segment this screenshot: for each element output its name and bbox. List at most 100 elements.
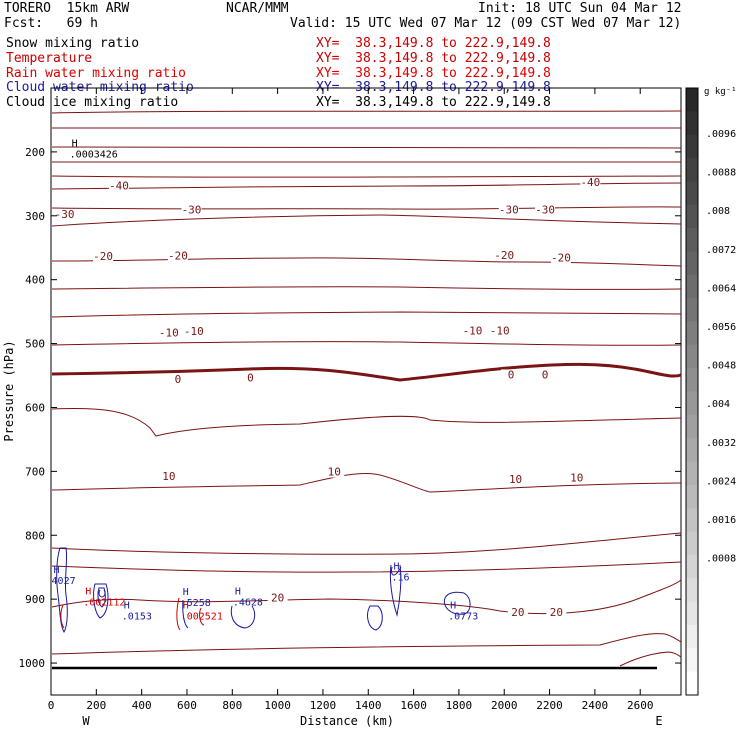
max-value-label: 4027 (52, 576, 76, 587)
contour-label-bg (507, 607, 528, 619)
cloud-contour (367, 605, 383, 631)
y-tick-label: 800 (25, 529, 45, 542)
contour-label-bg (462, 325, 483, 337)
contour-label-bg (494, 249, 515, 261)
colorbar-segment (686, 368, 698, 392)
contour-label: 0 (175, 373, 182, 386)
colorbar-segment (686, 461, 698, 486)
x-tick-label: 800 (222, 699, 242, 712)
temperature-isotherm (51, 341, 682, 346)
plot-frame (50, 87, 682, 696)
contour-label-bg (240, 372, 261, 384)
y-tick-label: 300 (25, 210, 45, 223)
colorbar-label: .004 (706, 399, 730, 410)
model-title: TORERO 15km ARW (4, 1, 130, 16)
colorbar-segment (686, 554, 698, 579)
contour-label: -30 (182, 204, 202, 217)
temperature-isotherm (51, 311, 682, 318)
colorbar-label: .0016 (706, 515, 736, 526)
contour-label: -40 (580, 176, 600, 189)
contour-label-bg (108, 180, 129, 192)
colorbar-segment (686, 111, 698, 136)
contour-label: 0 (247, 372, 254, 385)
max-h-marker: H (72, 138, 78, 149)
colorbar-segment (686, 344, 698, 369)
colorbar-label: .0024 (706, 476, 736, 487)
contour-label: -30 (535, 204, 555, 217)
contour-label-bg (324, 466, 345, 478)
contour-label: -30 (499, 204, 519, 217)
temperature-isotherm (51, 175, 682, 178)
colorbar-label: .0096 (706, 129, 736, 140)
field-snow-xy: XY= 38.3,149.8 to 222.9,149.8 (316, 36, 551, 51)
contour-label-bg (183, 325, 204, 337)
field-temperature: Temperature (6, 51, 93, 66)
y-tick-label: 400 (25, 274, 45, 287)
colorbar-segment (686, 484, 698, 509)
contour-label: 10 (162, 470, 175, 483)
colorbar-segment (686, 601, 698, 626)
y-tick-label: 500 (25, 338, 45, 351)
cloud-contour (93, 583, 109, 619)
x-tick-label: 2200 (536, 699, 563, 712)
colorbar-segment (686, 414, 698, 439)
contour-label-bg (489, 325, 510, 337)
field-cloud-ice: Cloud ice mixing ratio (6, 95, 179, 110)
contour-label: 0 (542, 368, 549, 381)
colorbar-segment (686, 134, 698, 159)
contour-label: -10 (463, 324, 483, 337)
temperature-isotherm (51, 286, 682, 290)
x-axis-label: Distance (km) (300, 714, 394, 728)
max-value-label: .16 (391, 572, 409, 583)
colorbar-label: .0088 (706, 168, 736, 179)
max-h-marker: H (183, 587, 189, 598)
colorbar-segment (686, 438, 698, 463)
colorbar-unit: g kg⁻¹ (704, 87, 737, 97)
contour-label-bg (498, 204, 519, 216)
max-h-marker: H (450, 600, 456, 611)
temperature-isotherm (51, 561, 682, 573)
init-time: Init: 18 UTC Sun 04 Mar 12 (478, 1, 682, 16)
contour-label: 20 (271, 591, 284, 604)
y-tick-label: 1000 (19, 657, 46, 670)
temperature-isotherm (51, 257, 682, 267)
contour-label: -30 (55, 208, 75, 221)
x-tick-label: 2000 (491, 699, 518, 712)
contour-label: 10 (328, 466, 341, 479)
contour-label: -10 (159, 326, 179, 339)
x-tick-label: 1000 (264, 699, 291, 712)
colorbar-segment (686, 298, 698, 322)
contour-label-bg (550, 252, 571, 264)
contour-label-bg (181, 204, 202, 216)
temperature-isotherm (51, 127, 682, 129)
x-tick-label: 400 (132, 699, 152, 712)
y-tick-label: 700 (25, 465, 45, 478)
cloud-contour (443, 591, 471, 615)
center-name: NCAR/MMM (226, 1, 289, 16)
colorbar-label: .0072 (706, 245, 736, 256)
cloud-contour (389, 564, 402, 617)
x-tick-label: 200 (86, 699, 106, 712)
contour-label: 20 (511, 606, 524, 619)
x-tick-label: 2600 (627, 699, 654, 712)
colorbar-segment (686, 578, 698, 603)
contour-label-bg (580, 177, 601, 189)
valid-time: Valid: 15 UTC Wed 07 Mar 12 (09 CST Wed … (290, 16, 682, 31)
x-tick-label: 1600 (400, 699, 427, 712)
colorbar-segment (686, 158, 698, 182)
cloud-contours (56, 547, 471, 634)
y-tick-label: 200 (25, 146, 45, 159)
contour-label-bg (54, 209, 75, 221)
x-tick-label: 2400 (582, 699, 609, 712)
temperature-isotherm (51, 579, 682, 615)
max-value-label: .0003426 (70, 149, 118, 160)
temperature-isotherm (51, 472, 682, 493)
x-tick-label: 1800 (446, 699, 473, 712)
colorbar-segment (686, 251, 698, 276)
colorbar-label: .0056 (706, 322, 736, 333)
max-h-marker: H (54, 565, 60, 576)
x-tick-label: 0 (48, 699, 55, 712)
cloud-contour (391, 566, 402, 576)
